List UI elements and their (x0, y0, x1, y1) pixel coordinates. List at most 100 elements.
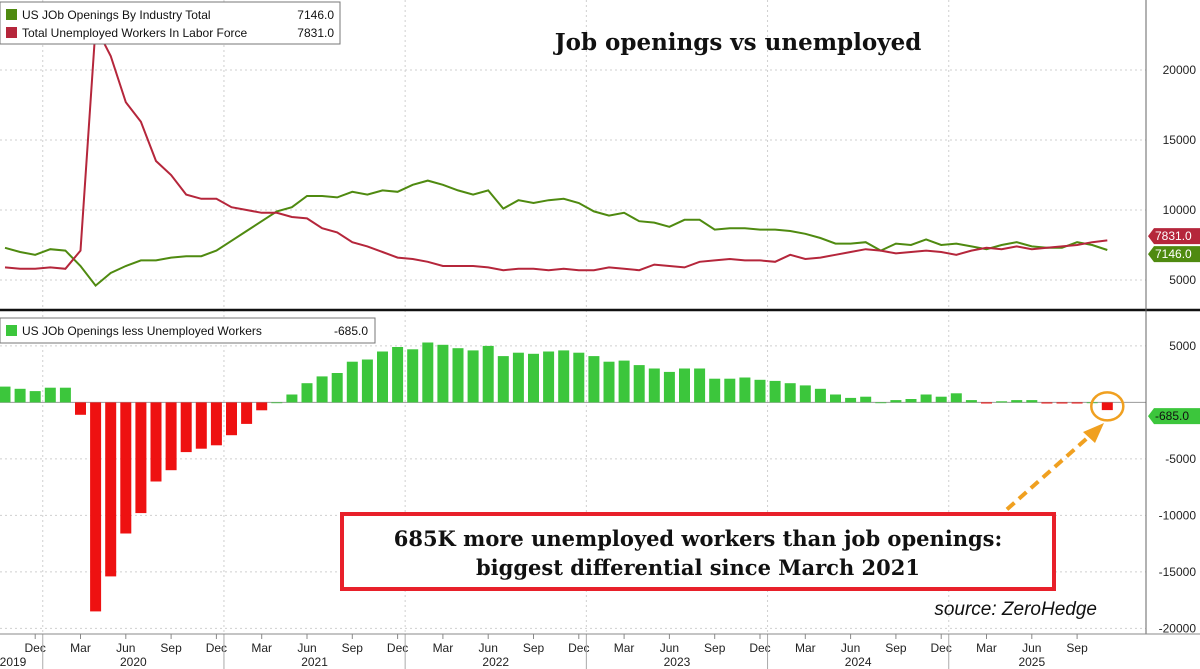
tag-unemployed: 7831.0 (1148, 228, 1200, 245)
x-month-tick-label: Jun (479, 641, 498, 655)
x-month-tick-label: Dec (206, 641, 227, 655)
legend-swatch-differential (6, 325, 17, 336)
differential-bar (754, 379, 766, 403)
bottom-legend-box (0, 317, 376, 344)
differential-bar (256, 402, 268, 411)
differential-bar (1011, 400, 1023, 403)
differential-bar (0, 386, 11, 403)
differential-bar (316, 376, 328, 403)
differential-bar (996, 401, 1008, 403)
differential-bar (44, 387, 56, 403)
differential-bar (784, 383, 796, 403)
differential-bar (814, 388, 826, 403)
legend-swatch-openings (6, 9, 17, 20)
bottom-y-tick-label: -20000 (1159, 621, 1197, 635)
differential-bar (905, 399, 917, 403)
legend-value-unemployed: 7831.0 (297, 26, 334, 40)
differential-bar (437, 344, 449, 403)
top-y-axis: 5000 10000 15000 20000 (1163, 63, 1197, 287)
tag-differential: -685.0 (1148, 408, 1200, 425)
differential-bar (799, 385, 811, 403)
differential-bar (950, 393, 962, 403)
x-month-tick-label: Dec (931, 641, 952, 655)
last-value-tags: 7831.0 7146.0 -685.0 (1148, 228, 1200, 425)
differential-bar (709, 378, 721, 403)
differential-bar (346, 361, 358, 403)
differential-bar (135, 402, 147, 514)
differential-bar (679, 368, 690, 403)
differential-bar (120, 402, 132, 534)
x-month-tick-label: Mar (433, 641, 454, 655)
differential-bar (90, 402, 102, 612)
x-month-tick-label: Mar (795, 641, 816, 655)
differential-bar (14, 388, 26, 403)
tag-differential-value: -685.0 (1155, 409, 1189, 423)
x-year-label: 2020 (120, 655, 147, 669)
x-month-tick-label: Jun (116, 641, 135, 655)
differential-bar (497, 356, 509, 403)
bottom-y-tick-label: 5000 (1169, 339, 1196, 353)
differential-bar (694, 368, 706, 403)
x-month-tick-label: Jun (841, 641, 860, 655)
x-year-label: 2025 (1018, 655, 1045, 669)
differential-bar (1041, 402, 1053, 404)
differential-bar (377, 351, 388, 403)
x-month-tick-label: Jun (1022, 641, 1041, 655)
x-year-label: 2024 (845, 655, 872, 669)
differential-bar (558, 350, 570, 403)
highlight-circle (1090, 391, 1125, 422)
x-month-tick-label: Jun (297, 641, 316, 655)
x-year-label: 2021 (301, 655, 328, 669)
differential-bar (603, 361, 615, 403)
legend-label-openings: US JOb Openings By Industry Total (22, 8, 211, 22)
bottom-y-axis: -20000 -15000 -10000 -5000 5000 (1159, 339, 1197, 635)
differential-bar (724, 378, 736, 403)
callout-border (340, 512, 1056, 591)
differential-bar (543, 351, 555, 403)
x-month-tick-label: Mar (70, 641, 91, 655)
differential-bar (860, 396, 872, 403)
legend-value-differential: -685.0 (334, 324, 368, 338)
tag-unemployed-value: 7831.0 (1155, 229, 1192, 243)
differential-bar (618, 360, 630, 403)
x-month-tick-label: Sep (704, 641, 726, 655)
x-month-tick-label: Dec (568, 641, 589, 655)
differential-bar (573, 352, 585, 403)
top-y-tick-label: 5000 (1169, 273, 1196, 287)
x-month-tick-label: Mar (251, 641, 272, 655)
x-month-tick-label: Mar (614, 641, 635, 655)
tag-openings-shape (1148, 246, 1200, 263)
differential-bar (422, 342, 434, 403)
differential-bar (165, 402, 177, 471)
differential-bar (271, 402, 283, 404)
differential-bar (1101, 402, 1113, 411)
x-axis: Dec Mar Jun Sep Dec Mar Jun Sep Dec Mar Jun Sep Dec M… (0, 634, 1088, 669)
top-y-tick-label: 20000 (1163, 63, 1197, 77)
x-year-label: 2019 (0, 655, 27, 669)
top-y-tick-label: 15000 (1163, 133, 1197, 147)
x-month-tick-label: Dec (25, 641, 46, 655)
x-month-tick-label: Sep (523, 641, 545, 655)
differential-bar (663, 371, 675, 403)
x-year-label: 2022 (482, 655, 509, 669)
series-line-unemployed (4, 22, 1108, 272)
differential-bar (29, 391, 41, 403)
differential-bar (588, 356, 600, 403)
differential-bar (210, 402, 222, 446)
x-month-tick-label: Sep (1066, 641, 1088, 655)
x-month-tick-label: Dec (387, 641, 408, 655)
differential-bar (105, 402, 117, 577)
differential-bar (286, 394, 298, 403)
x-month-tick-label: Dec (749, 641, 770, 655)
differential-bar (875, 402, 887, 404)
top-legend: US JOb Openings By Industry Total 7146.0… (0, 1, 341, 45)
chart-title: Job openings vs unemployed (553, 29, 922, 56)
x-month-tick-label: Mar (976, 641, 997, 655)
differential-bar (648, 368, 660, 403)
differential-bar (150, 402, 162, 482)
x-month-tick-label: Jun (660, 641, 679, 655)
tag-openings: 7146.0 (1148, 246, 1200, 263)
tag-differential-shape (1148, 408, 1200, 425)
differential-bar (301, 383, 313, 403)
